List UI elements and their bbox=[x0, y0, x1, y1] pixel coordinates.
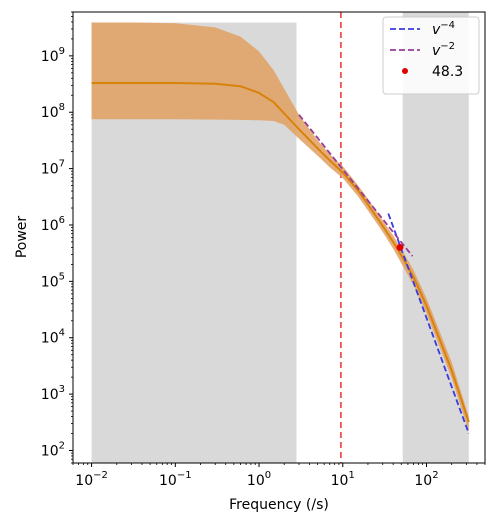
confidence-band bbox=[91, 22, 469, 432]
series-line-2 bbox=[298, 114, 414, 257]
y-tick-label-4: 105 bbox=[41, 271, 65, 290]
y-tick-label-5: 106 bbox=[41, 215, 65, 234]
x-tick-label-3: 100 bbox=[247, 470, 271, 489]
y-tick-label-2: 103 bbox=[41, 384, 65, 403]
x-axis-label: Frequency (/s) bbox=[229, 497, 329, 513]
y-axis-label: Power bbox=[14, 216, 30, 259]
legend-marker-1 bbox=[402, 68, 408, 74]
x-tick-label-2: 10−1 bbox=[159, 470, 192, 489]
axes: 10−2 10−1 100 101 102 102 103 104 105 106 107 108 10… bbox=[41, 11, 486, 489]
y-tick-label-6: 107 bbox=[41, 159, 65, 178]
y-tick-label-3: 104 bbox=[41, 328, 65, 347]
legend: v−4 v−2 48.3 bbox=[382, 16, 480, 95]
y-tick-label-8: 109 bbox=[41, 46, 65, 65]
x-tick-label-4: 101 bbox=[331, 470, 355, 489]
confidence-band-layer bbox=[91, 22, 469, 432]
y-tick-label-7: 108 bbox=[41, 102, 65, 121]
marker-point-1 bbox=[396, 243, 404, 251]
legend-point-label-1: 48.3 bbox=[432, 64, 463, 80]
y-tick-label-1: 102 bbox=[41, 440, 65, 459]
series-layer bbox=[91, 82, 470, 434]
x-tick-label-5: 102 bbox=[414, 470, 438, 489]
legend-label-2: v−2 bbox=[432, 41, 455, 59]
fit-line bbox=[91, 82, 470, 423]
x-tick-label-1: 10−2 bbox=[75, 470, 108, 489]
legend-box bbox=[382, 16, 480, 95]
legend-label-1: v−4 bbox=[432, 20, 455, 38]
